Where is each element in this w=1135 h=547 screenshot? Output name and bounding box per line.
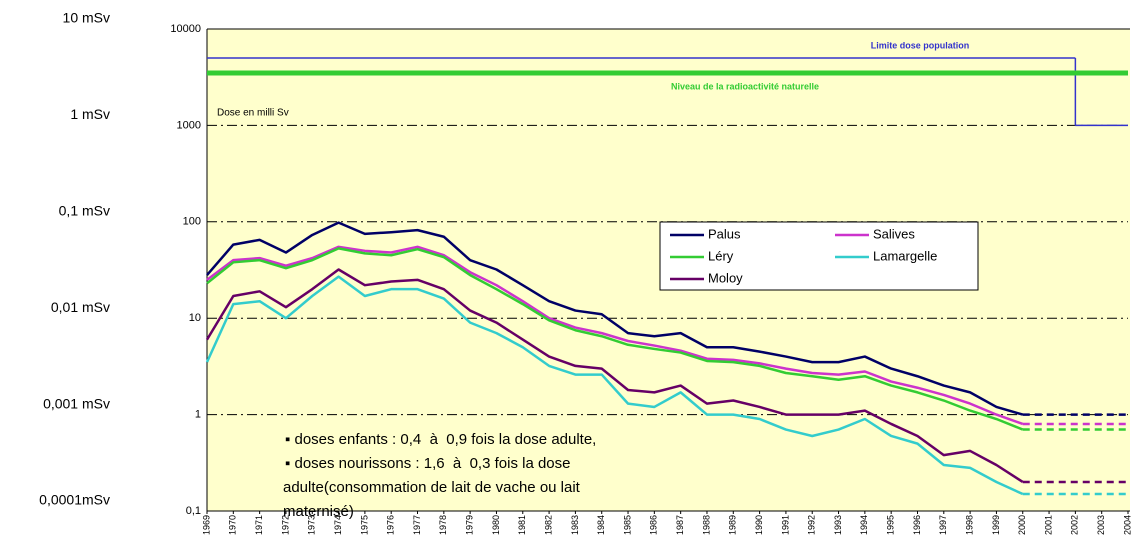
- x-tick-label: 1991: [780, 515, 790, 535]
- annotation: adulte(consommation de lait de vache ou …: [283, 479, 581, 496]
- annotation: ▪ doses enfants : 0,4 à 0,9 fois la dose…: [285, 431, 596, 448]
- x-tick-label: 1980: [491, 515, 501, 535]
- x-tick-label: 1992: [807, 515, 817, 535]
- series-line: [206, 221, 1024, 416]
- x-tick-label: 1973: [307, 515, 317, 535]
- x-tick-label: 1988: [701, 515, 711, 535]
- x-tick-label: 1995: [886, 515, 896, 535]
- unit-note: Dose en milli Sv: [217, 108, 289, 119]
- x-tick-label: 1990: [754, 515, 764, 535]
- x-tick-label: 1998: [964, 515, 974, 535]
- dose-label: 0,01 mSv: [51, 299, 110, 315]
- legend-label: Moloy: [708, 270, 743, 285]
- x-tick-label: 1987: [675, 515, 685, 535]
- legend-label: Salives: [873, 226, 915, 241]
- dose-label: 10 mSv: [63, 10, 110, 26]
- reference-label: Limite dose population: [871, 40, 970, 50]
- y-tick-label: 1000: [177, 119, 201, 131]
- x-tick-label: 2003: [1096, 515, 1106, 535]
- series-line: [206, 247, 1024, 431]
- legend-box: [659, 221, 979, 291]
- y-tick-label: 10000: [170, 23, 201, 35]
- dose-label: 0,0001mSv: [39, 492, 110, 508]
- x-tick-label: 1971: [254, 515, 264, 535]
- x-tick-label: 1996: [912, 515, 922, 535]
- x-tick-label: 1972: [280, 515, 290, 535]
- legend: Palus Salives Léry Lamargelle Moloy: [659, 221, 979, 291]
- legend-label: Palus: [708, 226, 741, 241]
- x-tick-label: 2002: [1070, 515, 1080, 535]
- dose-label: 0,1 mSv: [59, 203, 110, 219]
- x-tick-label: 1989: [728, 515, 738, 535]
- x-tick-label: 1974: [333, 515, 343, 535]
- x-tick-label: 1994: [859, 515, 869, 535]
- series-line: [205, 275, 1024, 496]
- x-tick-label: 1969: [201, 515, 211, 535]
- annotation: maternisé): [283, 503, 354, 520]
- x-tick-label: 1982: [543, 515, 553, 535]
- annotation: ▪ doses nourissons : 1,6 à 0,3 fois la d…: [285, 455, 570, 472]
- series-line: [206, 245, 1024, 426]
- x-tick-label: 1993: [833, 515, 843, 535]
- x-tick-label: 1986: [649, 515, 659, 535]
- x-tick-label: 2001: [1043, 515, 1053, 535]
- x-tick-label: 1999: [991, 515, 1001, 535]
- x-tick-label: 2000: [1017, 515, 1027, 535]
- x-tick-label: 1977: [412, 515, 422, 535]
- x-tick-label: 2004: [1122, 515, 1132, 535]
- dose-label: 0,001 mSv: [43, 395, 110, 411]
- x-tick-label: 1979: [465, 515, 475, 535]
- y-tick-label: 1: [195, 409, 201, 421]
- x-tick-label: 1981: [517, 515, 527, 535]
- x-tick-label: 1976: [386, 515, 396, 535]
- y-tick-label: 0,1: [186, 505, 201, 517]
- legend-label: Léry: [708, 248, 734, 263]
- x-tick-label: 1984: [596, 515, 606, 535]
- x-tick-label: 1978: [438, 515, 448, 535]
- dose-label: 1 mSv: [70, 106, 110, 122]
- x-tick-label: 1985: [622, 515, 632, 535]
- x-tick-label: 1997: [938, 515, 948, 535]
- x-tick-label: 1975: [359, 515, 369, 535]
- y-tick-label: 100: [183, 216, 201, 228]
- reference-label: Niveau de la radioactivité naturelle: [671, 81, 819, 91]
- x-tick-label: 1970: [228, 515, 238, 535]
- y-tick-label: 10: [189, 312, 201, 324]
- x-tick-label: 1983: [570, 515, 580, 535]
- legend-label: Lamargelle: [873, 248, 937, 263]
- series-line: [205, 268, 1024, 484]
